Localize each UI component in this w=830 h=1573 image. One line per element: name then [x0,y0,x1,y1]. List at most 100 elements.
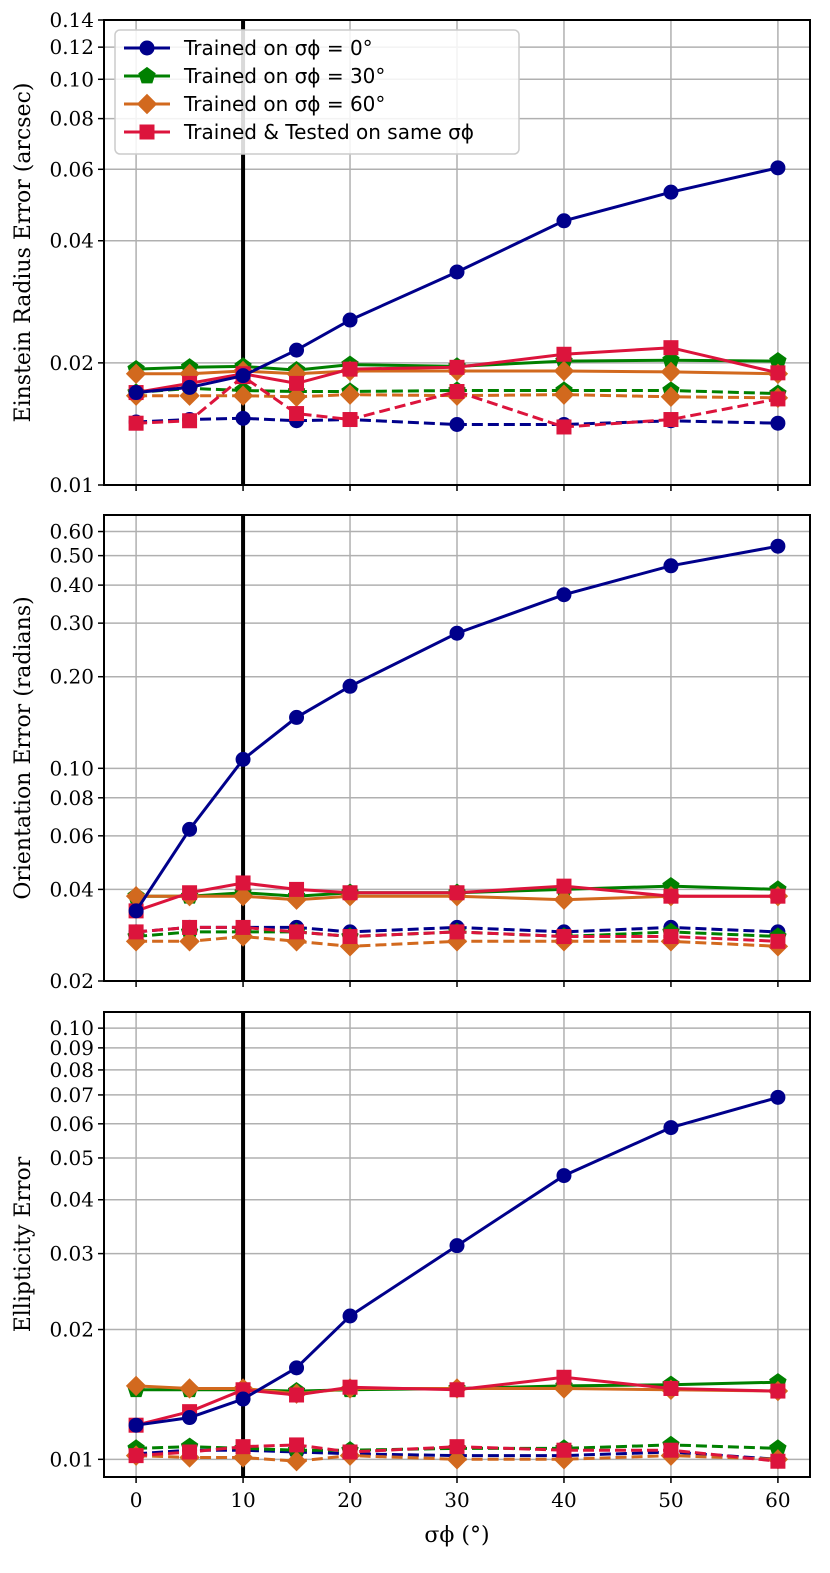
data-point-trained0 [128,903,144,919]
data-point-trained0 [342,312,358,328]
y-tick-label: 0.07 [49,1083,94,1107]
data-point-trained0 [663,558,679,574]
data-point-same [342,885,358,901]
x-tick-label: 60 [765,1488,790,1512]
data-point-trained0 [235,1391,251,1407]
y-tick-label: 0.10 [49,67,94,91]
data-point-same [235,919,251,935]
data-point-trained0 [556,1168,572,1184]
y-tick-label: 0.06 [49,157,94,181]
data-point-same [556,929,572,945]
data-point-same [770,391,786,407]
data-point-same [289,375,305,391]
y-tick-label: 0.06 [49,1112,94,1136]
data-point-trained60 [660,361,682,383]
panel-orientation-error: 0.02 0.04 0.06 0.08 0.10 0.20 0.30 0.40 0.500.60… [11,514,811,993]
data-point-trained60 [553,384,575,405]
data-point-same [449,359,465,375]
data-point-trained0 [449,416,465,432]
data-point-same [342,929,358,945]
data-point-same [235,875,251,891]
y-tick-label: 0.05 [49,1146,94,1170]
data-point-trained0 [128,385,144,401]
data-point-trained60 [553,889,575,910]
data-point-trained0 [128,1417,144,1433]
legend-label-trained60: Trained on σϕ = 60° [183,92,385,116]
data-point-trained60 [232,885,254,907]
data-point-same [289,1437,305,1453]
data-point-trained60 [179,931,200,952]
legend-marker-same [139,124,155,140]
data-point-same [289,1387,305,1403]
data-point-trained0 [449,264,465,280]
y-tick-label: 0.04 [49,1188,94,1212]
legend-label-same: Trained & Tested on same σϕ [183,120,474,144]
data-point-same [556,1369,572,1385]
data-point-trained0 [289,709,305,725]
y-tick-label: 0.20 [49,665,94,689]
y-tick-label: 0.03 [49,1242,94,1266]
data-point-trained0 [182,1410,198,1426]
data-point-trained0 [235,410,251,426]
y-tick-label: 0.06 [49,824,94,848]
y-tick-label: 0.09 [49,1036,94,1060]
data-point-same [663,1442,679,1458]
y-tick-label: 0.02 [49,1318,94,1342]
y-tick-label: 0.04 [49,229,94,253]
data-point-same [342,1379,358,1395]
y-tick-label: 0.10 [49,1016,94,1040]
y-tick-label: 0.40 [49,573,94,597]
data-point-trained60 [125,1375,147,1397]
data-point-same [663,340,679,356]
data-point-trained0 [770,538,786,554]
x-axis-label: σϕ (°) [424,1523,489,1548]
data-point-trained0 [289,342,305,358]
data-point-same [128,415,144,431]
data-point-trained60 [660,386,682,407]
data-point-trained60 [179,1378,200,1399]
data-point-same [182,885,198,901]
legend-marker-trained60 [136,93,158,115]
data-point-same [342,412,358,428]
y-tick-label: 0.01 [49,1447,94,1471]
y-tick-label: 0.30 [49,611,94,635]
data-point-same [342,361,358,377]
legend-marker-trained30 [138,66,156,84]
data-point-same [128,1448,144,1464]
data-point-same [182,1444,198,1460]
x-tick-label: 10 [230,1488,255,1512]
y-axis-label: Ellipticity Error [11,1156,36,1332]
legend: Trained on σϕ = 0° Trained on σϕ = 30° Tra… [114,29,520,155]
data-point-trained60 [232,385,254,406]
y-tick-label: 0.01 [49,473,94,497]
data-point-trained0 [449,1238,465,1254]
data-point-trained0 [289,1360,305,1376]
y-tick-label: 0.02 [49,969,94,993]
data-point-same [663,1380,679,1396]
data-point-trained0 [235,368,251,384]
data-point-trained60 [125,363,147,384]
data-point-same [342,1444,358,1460]
y-tick-label: 0.08 [49,107,94,131]
data-point-same [449,1439,465,1455]
data-point-trained0 [556,587,572,603]
y-tick-label: 0.08 [49,1058,94,1082]
y-tick-label: 0.08 [49,786,94,810]
data-point-trained0 [342,1308,358,1324]
data-point-same [663,929,679,945]
data-point-trained0 [182,379,198,395]
x-tick-label: 0 [130,1488,143,1512]
x-tick-label: 40 [551,1488,576,1512]
y-axis-label: Einstein Radius Error (arcsec) [11,83,36,423]
legend-label-trained0: Trained on σϕ = 0° [183,36,373,60]
data-point-same [663,412,679,428]
legend-box [114,29,520,155]
data-point-trained0 [663,1120,679,1136]
data-point-same [770,365,786,381]
data-point-trained0 [770,160,786,176]
data-point-same [556,419,572,435]
data-point-trained0 [235,751,251,767]
data-point-trained0 [342,678,358,694]
data-point-trained60 [446,1449,468,1470]
data-point-same [289,881,305,897]
